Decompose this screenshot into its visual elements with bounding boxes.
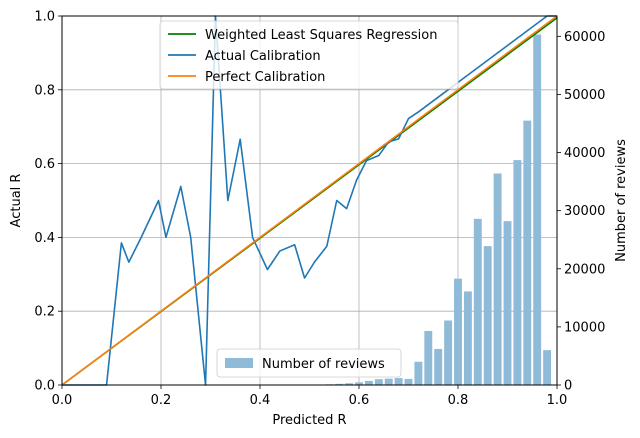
review-count-bar — [444, 320, 453, 385]
review-count-bar — [454, 278, 462, 385]
perfect-calibration-line — [61, 15, 558, 386]
legend-entry-label: Actual Calibration — [205, 49, 321, 64]
lines-layer — [61, 15, 558, 386]
review-count-bar — [345, 383, 354, 385]
review-count-bar — [463, 291, 472, 385]
review-count-bar — [523, 120, 532, 386]
review-count-bar — [434, 348, 443, 385]
x-tick-label: 0.0 — [52, 393, 73, 408]
y-axis-right-label: Number of reviews — [614, 139, 629, 262]
x-tick-label: 0.8 — [448, 393, 469, 408]
x-tick-label: 1.0 — [547, 393, 568, 408]
ticks-layer: 0.0 0.2 0.4 0.6 0.8 1.00.00.20.40.60.81.00100… — [34, 10, 605, 409]
actual-calibration-line — [62, 15, 557, 386]
review-count-bar — [543, 350, 552, 385]
y-right-tick-label: 0 — [564, 379, 572, 394]
x-tick-label: 0.4 — [250, 393, 271, 408]
review-count-bar — [335, 383, 344, 385]
y-right-tick-label: 50000 — [564, 88, 605, 103]
legend-entry-label: Number of reviews — [262, 357, 385, 372]
y-left-tick-label: 0.4 — [34, 231, 55, 246]
y-left-tick-label: 0.8 — [34, 83, 55, 98]
review-count-bar — [473, 218, 482, 385]
review-count-bar — [394, 378, 403, 385]
y-left-tick-label: 0.2 — [34, 305, 55, 320]
review-count-bar — [493, 173, 502, 385]
review-count-bar — [483, 246, 492, 385]
plot-frame — [61, 15, 558, 386]
review-count-bar — [414, 361, 423, 385]
review-count-bar — [404, 378, 413, 385]
review-count-bar — [533, 34, 542, 385]
review-count-bar — [374, 379, 383, 385]
x-tick-label: 0.6 — [349, 393, 370, 408]
legend-top-box — [159, 20, 459, 90]
y-right-tick-label: 20000 — [564, 262, 605, 277]
y-left-tick-label: 0.6 — [34, 157, 55, 172]
review-count-bar — [364, 380, 373, 385]
y-right-tick-label: 40000 — [564, 146, 605, 161]
y-left-tick-label: 0.0 — [34, 379, 55, 394]
review-count-bar — [384, 378, 393, 385]
y-right-tick-label: 10000 — [564, 320, 605, 335]
legend-swatch — [225, 358, 253, 368]
x-tick-label: 0.2 — [151, 393, 172, 408]
review-count-bar — [355, 382, 363, 385]
legend-bottom: Number of reviews — [216, 348, 402, 378]
y-right-tick-label: 30000 — [564, 204, 605, 219]
y-right-tick-label: 60000 — [564, 30, 605, 45]
legend-entry-label: Weighted Least Squares Regression — [205, 28, 437, 43]
review-count-bar — [503, 221, 512, 385]
y-axis-left-label: Actual R — [9, 174, 24, 228]
legend-top: Weighted Least Squares Regression Actual … — [159, 20, 459, 90]
review-count-bar — [513, 160, 522, 385]
x-axis-label: Predicted R — [272, 413, 346, 428]
y-left-tick-label: 1.0 — [34, 10, 55, 25]
legend-entry-label: Perfect Calibration — [205, 70, 325, 85]
review-count-bar — [424, 330, 433, 385]
legend-bottom-box — [216, 348, 402, 378]
